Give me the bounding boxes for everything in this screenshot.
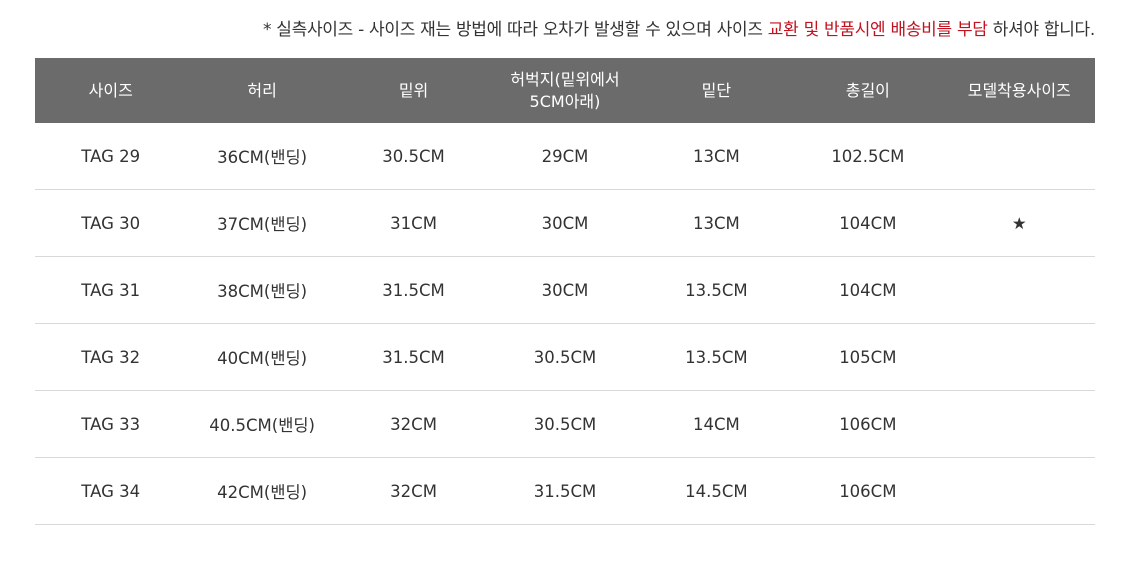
cell-length: 104CM — [792, 189, 944, 257]
cell-thigh: 30CM — [489, 189, 641, 257]
cell-rise: 31.5CM — [337, 323, 490, 391]
cell-length: 104CM — [792, 256, 944, 324]
table-row: TAG 30 37CM(밴딩) 31CM 30CM 13CM 104CM ★ — [35, 189, 1095, 257]
header-model-size: 모델착용사이즈 — [943, 58, 1095, 123]
size-disclaimer-note: * 실측사이즈 - 사이즈 재는 방법에 따라 오차가 발생할 수 있으며 사이… — [263, 15, 1095, 40]
note-prefix: * 실측사이즈 - 사이즈 재는 방법에 따라 오차가 발생할 수 있으며 사이… — [262, 20, 768, 40]
cell-model-size — [943, 390, 1095, 458]
cell-thigh: 29CM — [489, 123, 641, 190]
cell-thigh: 31.5CM — [489, 457, 641, 525]
cell-rise: 32CM — [337, 457, 490, 525]
cell-size: TAG 31 — [35, 256, 187, 324]
cell-length: 105CM — [792, 323, 944, 391]
cell-thigh: 30CM — [489, 256, 641, 324]
header-size: 사이즈 — [35, 58, 187, 123]
cell-length: 106CM — [792, 457, 944, 525]
table-row: TAG 32 40CM(밴딩) 31.5CM 30.5CM 13.5CM 105CM — [35, 323, 1095, 391]
cell-size: TAG 33 — [35, 390, 187, 458]
cell-thigh: 30.5CM — [489, 390, 641, 458]
header-thigh: 허벅지(밑위에서5CM아래) — [489, 58, 641, 123]
cell-hem: 14CM — [640, 390, 793, 458]
cell-waist: 37CM(밴딩) — [186, 189, 338, 257]
cell-waist: 42CM(밴딩) — [186, 457, 338, 525]
cell-waist: 40CM(밴딩) — [186, 323, 338, 391]
cell-waist: 40.5CM(밴딩) — [186, 390, 338, 458]
cell-thigh: 30.5CM — [489, 323, 641, 391]
header-hem: 밑단 — [640, 58, 793, 123]
header-waist: 허리 — [186, 58, 338, 123]
cell-size: TAG 29 — [35, 123, 187, 190]
cell-hem: 13CM — [640, 123, 793, 190]
cell-model-size — [943, 323, 1095, 391]
table-header-row: 사이즈 허리 밑위 허벅지(밑위에서5CM아래) 밑단 총길이 모델착용사이즈 — [35, 58, 1095, 123]
cell-hem: 14.5CM — [640, 457, 793, 525]
cell-hem: 13.5CM — [640, 256, 793, 324]
note-highlight: 교환 및 반품시엔 배송비를 부담 — [767, 20, 988, 40]
cell-model-size — [943, 123, 1095, 190]
cell-rise: 32CM — [337, 390, 490, 458]
cell-size: TAG 30 — [35, 189, 187, 257]
table-row: TAG 29 36CM(밴딩) 30.5CM 29CM 13CM 102.5CM — [35, 123, 1095, 190]
cell-model-size: ★ — [943, 189, 1095, 257]
header-length: 총길이 — [792, 58, 944, 123]
cell-hem: 13CM — [640, 189, 793, 257]
cell-size: TAG 32 — [35, 323, 187, 391]
cell-model-size — [943, 256, 1095, 324]
cell-hem: 13.5CM — [640, 323, 793, 391]
note-suffix: 하셔야 합니다. — [987, 20, 1096, 40]
size-table: 사이즈 허리 밑위 허벅지(밑위에서5CM아래) 밑단 총길이 모델착용사이즈 … — [35, 58, 1095, 525]
cell-rise: 31CM — [337, 189, 490, 257]
header-rise: 밑위 — [337, 58, 490, 123]
cell-rise: 30.5CM — [337, 123, 490, 190]
cell-length: 106CM — [792, 390, 944, 458]
cell-length: 102.5CM — [792, 123, 944, 190]
table-row: TAG 33 40.5CM(밴딩) 32CM 30.5CM 14CM 106CM — [35, 390, 1095, 458]
cell-rise: 31.5CM — [337, 256, 490, 324]
cell-waist: 36CM(밴딩) — [186, 123, 338, 190]
table-row: TAG 31 38CM(밴딩) 31.5CM 30CM 13.5CM 104CM — [35, 256, 1095, 324]
cell-model-size — [943, 457, 1095, 525]
cell-size: TAG 34 — [35, 457, 187, 525]
table-row: TAG 34 42CM(밴딩) 32CM 31.5CM 14.5CM 106CM — [35, 457, 1095, 525]
cell-waist: 38CM(밴딩) — [186, 256, 338, 324]
